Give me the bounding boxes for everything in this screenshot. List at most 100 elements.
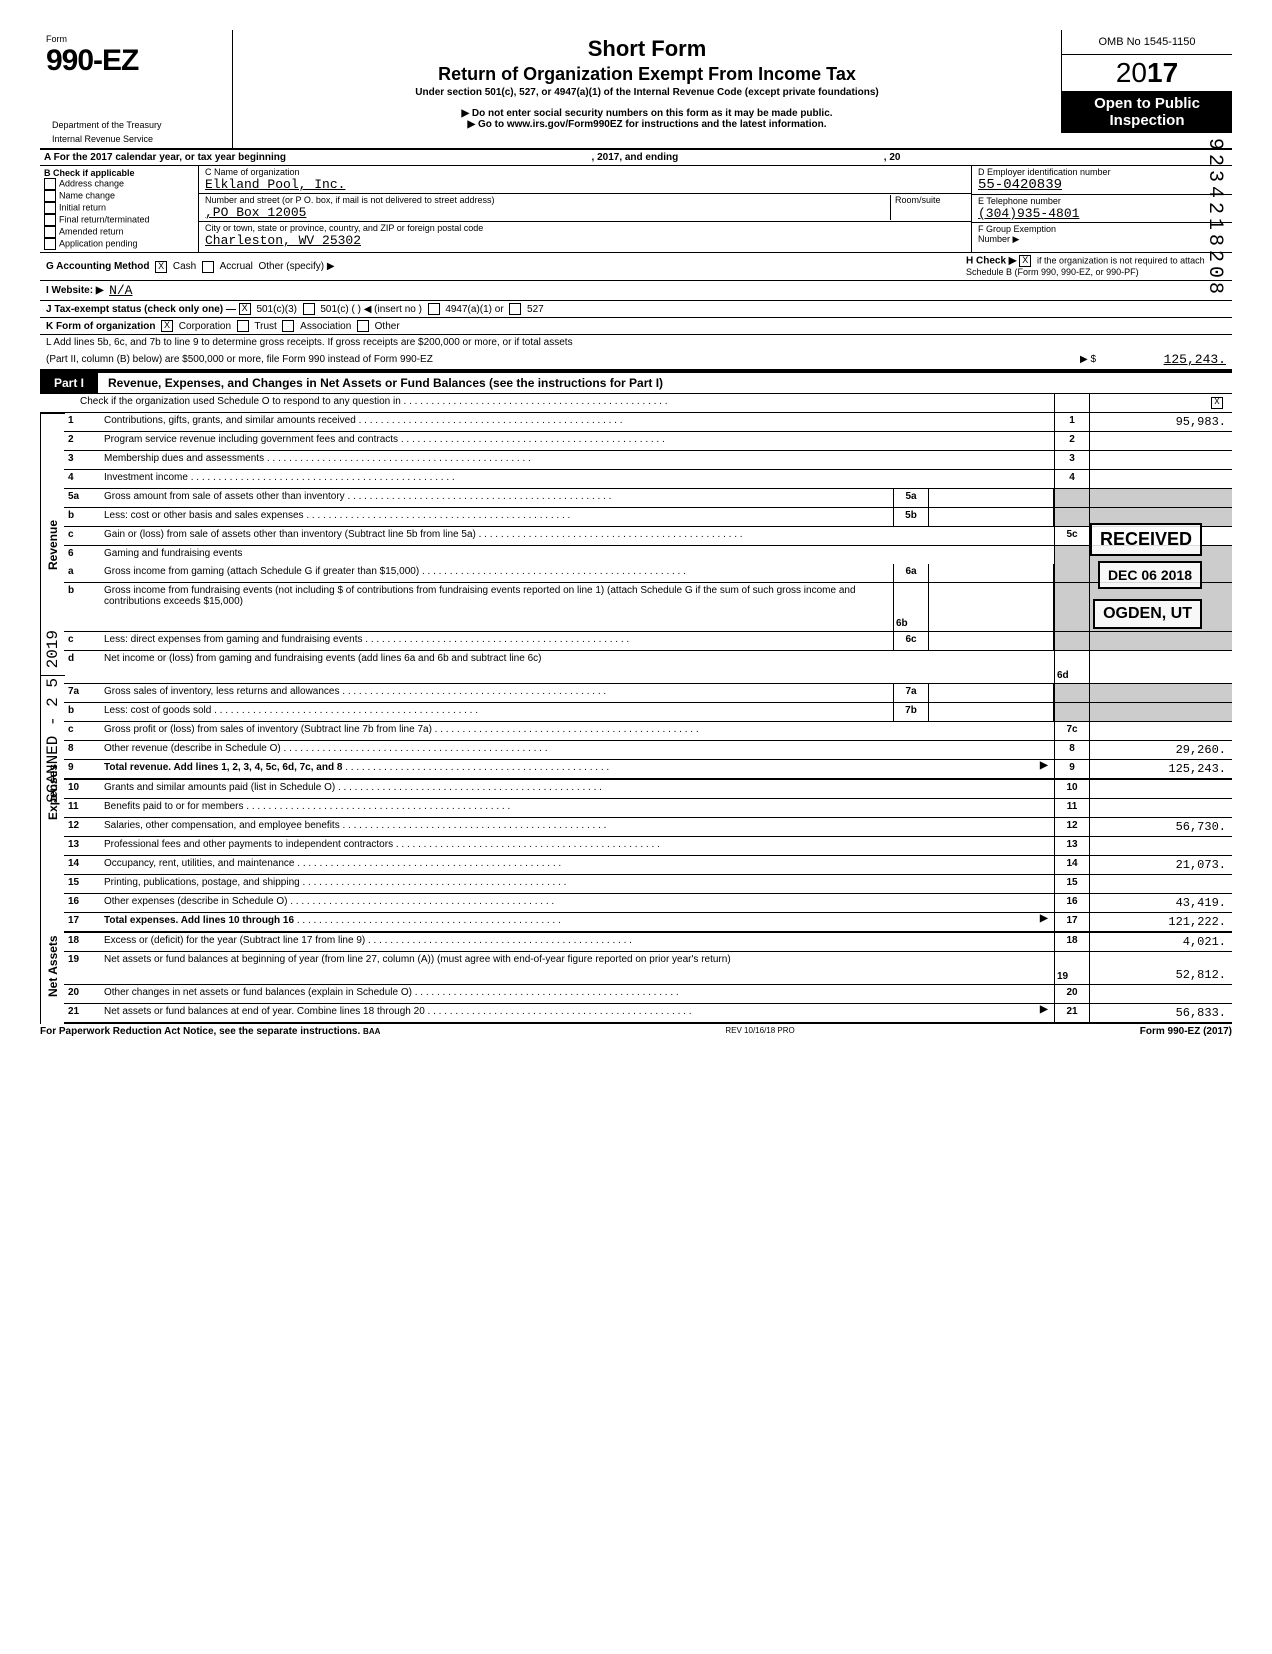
h-label: H Check ▶: [966, 256, 1016, 267]
ogden-stamp: OGDEN, UT: [1093, 599, 1202, 629]
phone-value: (304)935-4801: [978, 206, 1079, 221]
lbl-trust: Trust: [254, 321, 276, 332]
room-suite-label: Room/suite: [890, 195, 965, 220]
cb-other-org[interactable]: [357, 320, 369, 332]
line-6d: d Net income or (loss) from gaming and f…: [64, 651, 1232, 684]
street-value: ,PO Box 12005: [205, 205, 306, 220]
cb-schedule-o[interactable]: X: [1211, 397, 1223, 409]
d-label: D Employer identification number: [978, 167, 1111, 177]
cb-initial-return[interactable]: [44, 202, 56, 214]
line-7c: c Gross profit or (loss) from sales of i…: [64, 722, 1232, 741]
row-k: K Form of organization X Corporation Tru…: [40, 318, 1232, 335]
lbl-final-return: Final return/terminated: [59, 214, 150, 224]
city-value: Charleston, WV 25302: [205, 233, 361, 248]
line-5a: 5a Gross amount from sale of assets othe…: [64, 489, 1232, 508]
note-ssn: ▶ Do not enter social security numbers o…: [237, 108, 1057, 119]
row-a: A For the 2017 calendar year, or tax yea…: [40, 150, 1232, 166]
cb-final-return[interactable]: [44, 214, 56, 226]
side-revenue: Revenue: [40, 413, 65, 675]
lbl-corporation: Corporation: [179, 321, 231, 332]
e-label: E Telephone number: [978, 196, 1061, 206]
cb-cash[interactable]: X: [155, 261, 167, 273]
lbl-501c: 501(c) ( ) ◀ (insert no ): [320, 304, 422, 315]
lbl-other-org: Other: [375, 321, 400, 332]
line-13: 13Professional fees and other payments t…: [64, 837, 1232, 856]
line-7b: b Less: cost of goods sold 7b: [64, 703, 1232, 722]
line-1: 1 Contributions, gifts, grants, and simi…: [64, 413, 1232, 432]
cb-schedule-b[interactable]: X: [1019, 255, 1031, 267]
form-number: 990-EZ: [46, 44, 226, 78]
line-9: 9 Total revenue. Add lines 1, 2, 3, 4, 5…: [64, 760, 1232, 780]
date-stamp: DEC 06 2018: [1098, 561, 1202, 589]
margin-code-right: 2949234218208: [1203, 90, 1226, 298]
cb-501c[interactable]: [303, 303, 315, 315]
note-url: ▶ Go to www.irs.gov/Form990EZ for instru…: [237, 119, 1057, 130]
received-stamp: RECEIVED: [1090, 523, 1202, 556]
cb-501c3[interactable]: X: [239, 303, 251, 315]
part-1-label: Part I: [40, 373, 98, 393]
cb-trust[interactable]: [237, 320, 249, 332]
footer: For Paperwork Reduction Act Notice, see …: [40, 1024, 1232, 1037]
line-6c: c Less: direct expenses from gaming and …: [64, 632, 1232, 651]
cb-corporation[interactable]: X: [161, 320, 173, 332]
cb-4947[interactable]: [428, 303, 440, 315]
footer-left: For Paperwork Reduction Act Notice, see …: [40, 1026, 360, 1037]
dept-treasury: Department of the Treasury: [46, 118, 226, 132]
line-4: 4 Investment income 4: [64, 470, 1232, 489]
dept-irs: Internal Revenue Service: [46, 132, 226, 146]
lbl-address-change: Address change: [59, 178, 124, 188]
cb-association[interactable]: [282, 320, 294, 332]
row-i: I Website: ▶ N/A: [40, 281, 1232, 301]
line-11: 11Benefits paid to or for members 11: [64, 799, 1232, 818]
f-label: F Group Exemption: [978, 224, 1056, 234]
line-5c: c Gain or (loss) from sale of assets oth…: [64, 527, 1232, 546]
line-7a: 7a Gross sales of inventory, less return…: [64, 684, 1232, 703]
row-l-2: (Part II, column (B) below) are $500,000…: [40, 350, 1232, 371]
org-name: Elkland Pool, Inc.: [205, 177, 345, 192]
cb-address-change[interactable]: [44, 178, 56, 190]
part-1-check: Check if the organization used Schedule …: [40, 394, 1232, 413]
lbl-501c3: 501(c)(3): [256, 304, 297, 315]
title-short-form: Short Form: [237, 36, 1057, 62]
website-value: N/A: [109, 283, 132, 298]
row-j: J Tax-exempt status (check only one) — X…: [40, 301, 1232, 318]
lbl-527: 527: [527, 304, 544, 315]
line-6: 6 Gaming and fundraising events: [64, 546, 1232, 564]
side-expenses: Expenses: [40, 675, 65, 908]
line-21: 21Net assets or fund balances at end of …: [64, 1004, 1232, 1024]
part-1-title: Revenue, Expenses, and Changes in Net As…: [98, 376, 663, 390]
lbl-accrual: Accrual: [220, 261, 253, 272]
lbl-4947: 4947(a)(1) or: [445, 304, 503, 315]
c-label: C Name of organization: [205, 167, 300, 177]
street-label: Number and street (or P O. box, if mail …: [205, 195, 494, 205]
lbl-association: Association: [300, 321, 351, 332]
footer-baa: BAA: [363, 1027, 380, 1036]
gross-receipts-value: 125,243.: [1096, 352, 1226, 367]
row-l-1: L Add lines 5b, 6c, and 7b to line 9 to …: [40, 335, 1232, 350]
line-16: 16Other expenses (describe in Schedule O…: [64, 894, 1232, 913]
line-2: 2 Program service revenue including gove…: [64, 432, 1232, 451]
line-14: 14Occupancy, rent, utilities, and mainte…: [64, 856, 1232, 875]
form-header: Form 990-EZ Department of the Treasury I…: [40, 30, 1232, 150]
ein-value: 55-0420839: [978, 177, 1062, 193]
cb-527[interactable]: [509, 303, 521, 315]
line-19: 19Net assets or fund balances at beginni…: [64, 952, 1232, 985]
omb-number: OMB No 1545-1150: [1062, 30, 1232, 55]
lbl-app-pending: Application pending: [59, 238, 138, 248]
f-sub: Number ▶: [978, 234, 1019, 244]
line-10: 10Grants and similar amounts paid (list …: [64, 780, 1232, 799]
line-17: 17Total expenses. Add lines 10 through 1…: [64, 913, 1232, 933]
lbl-amended: Amended return: [59, 226, 124, 236]
lbl-name-change: Name change: [59, 190, 115, 200]
cb-app-pending[interactable]: [44, 238, 56, 250]
lbl-cash: Cash: [173, 261, 196, 272]
cb-accrual[interactable]: [202, 261, 214, 273]
line-8: 8 Other revenue (describe in Schedule O)…: [64, 741, 1232, 760]
side-netassets: Net Assets: [40, 908, 65, 1024]
line-5b: b Less: cost or other basis and sales ex…: [64, 508, 1232, 527]
line-20: 20Other changes in net assets or fund ba…: [64, 985, 1232, 1004]
cb-amended[interactable]: [44, 226, 56, 238]
cb-name-change[interactable]: [44, 190, 56, 202]
part-1-header: Part I Revenue, Expenses, and Changes in…: [40, 371, 1232, 394]
lbl-other-method: Other (specify) ▶: [258, 261, 334, 272]
